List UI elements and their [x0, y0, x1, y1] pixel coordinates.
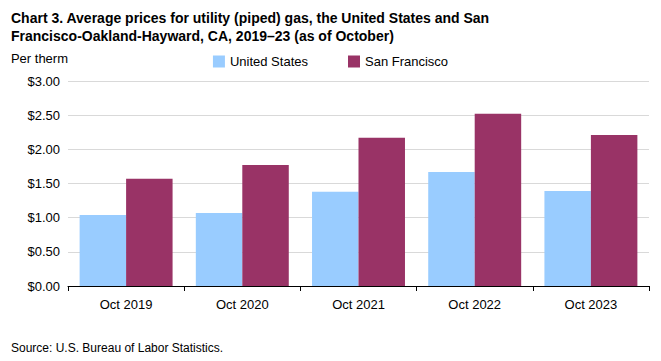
svg-text:Oct 2021: Oct 2021 — [332, 297, 385, 312]
svg-text:Oct 2020: Oct 2020 — [216, 297, 269, 312]
svg-text:Source: U.S. Bureau of Labor S: Source: U.S. Bureau of Labor Statistics. — [11, 341, 223, 355]
svg-text:San Francisco: San Francisco — [365, 54, 448, 69]
svg-text:$1.00: $1.00 — [27, 210, 60, 225]
svg-text:Per therm: Per therm — [11, 51, 68, 66]
svg-text:Oct 2022: Oct 2022 — [448, 297, 501, 312]
svg-text:Oct 2023: Oct 2023 — [565, 297, 618, 312]
svg-text:$3.00: $3.00 — [27, 74, 60, 89]
svg-text:$2.50: $2.50 — [27, 108, 60, 123]
svg-text:$0.50: $0.50 — [27, 244, 60, 259]
svg-text:$1.50: $1.50 — [27, 176, 60, 191]
svg-text:Francisco-Oakland-Hayward, CA,: Francisco-Oakland-Hayward, CA, 2019–23 (… — [11, 28, 394, 44]
svg-text:$0.00: $0.00 — [27, 279, 60, 294]
svg-text:United States: United States — [230, 54, 309, 69]
svg-text:$2.00: $2.00 — [27, 142, 60, 157]
svg-text:Chart 3. Average prices for ut: Chart 3. Average prices for utility (pip… — [11, 10, 493, 26]
svg-text:Oct 2019: Oct 2019 — [100, 297, 153, 312]
